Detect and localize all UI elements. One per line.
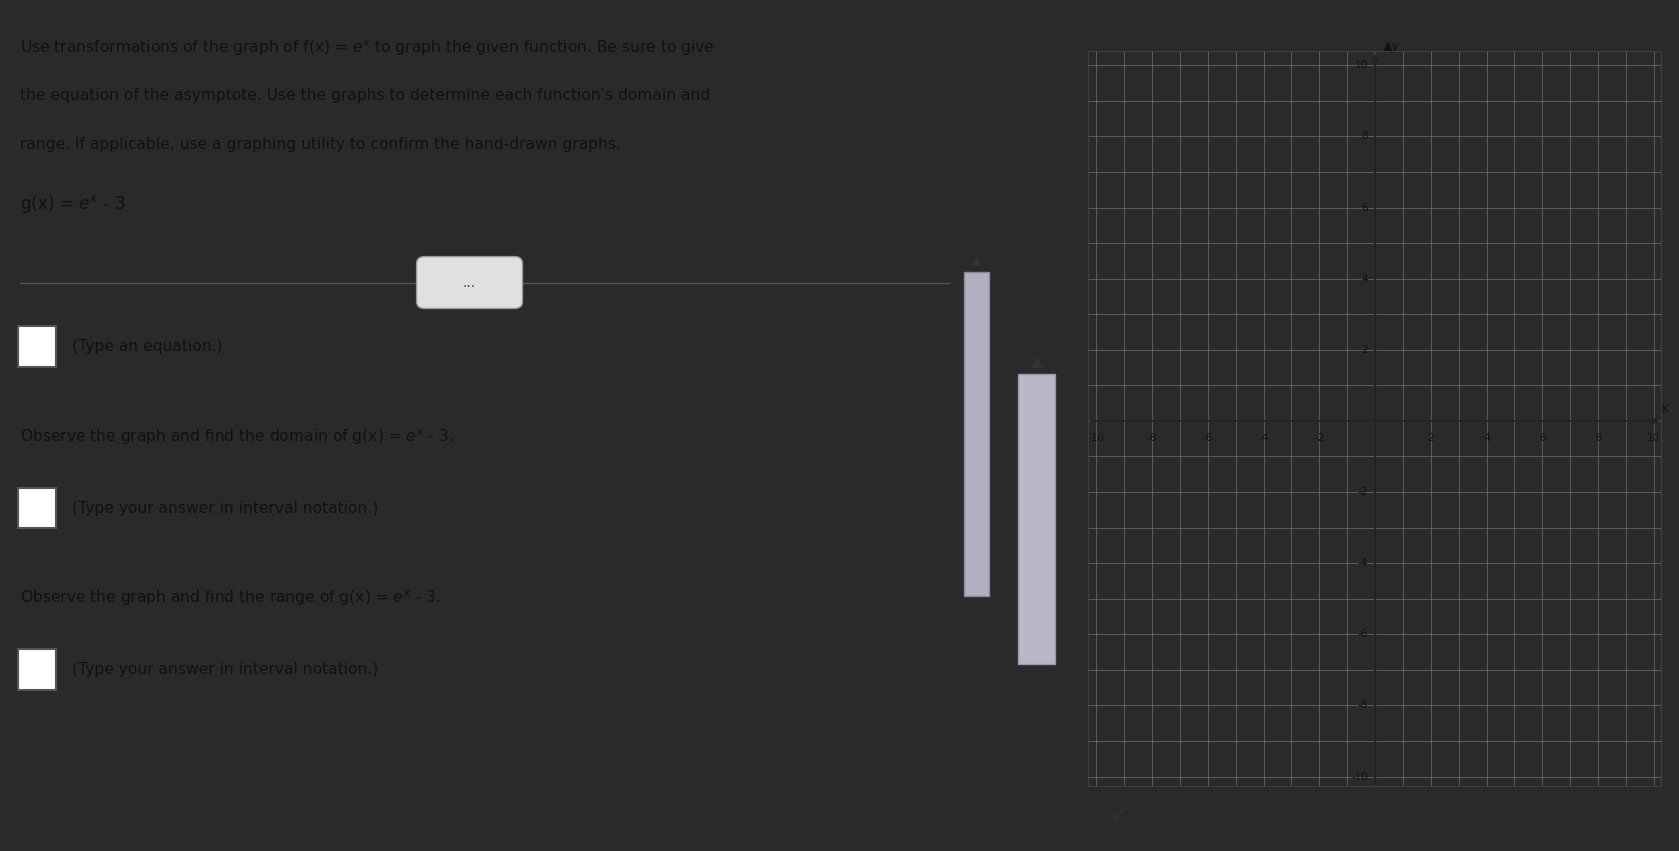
Text: 6: 6 — [1540, 433, 1546, 443]
Text: -10: -10 — [1088, 433, 1105, 443]
Text: 4: 4 — [1362, 274, 1368, 283]
Text: ⋮: ⋮ — [1029, 520, 1044, 535]
Text: 10: 10 — [1355, 60, 1368, 71]
FancyBboxPatch shape — [964, 272, 989, 596]
Text: -2: -2 — [1315, 433, 1325, 443]
FancyBboxPatch shape — [18, 326, 55, 367]
Text: ▲: ▲ — [972, 253, 981, 266]
Text: ▲y: ▲y — [1383, 40, 1400, 53]
Text: -6: -6 — [1358, 629, 1368, 639]
Text: ▲: ▲ — [1031, 354, 1043, 369]
Text: 8: 8 — [1362, 131, 1368, 141]
Text: -8: -8 — [1358, 700, 1368, 711]
Text: -4: -4 — [1259, 433, 1269, 443]
Text: range. If applicable, use a graphing utility to confirm the hand-drawn graphs.: range. If applicable, use a graphing uti… — [20, 137, 621, 152]
Text: Use transformations of the graph of f(x) = $e^x$ to graph the given function. Be: Use transformations of the graph of f(x)… — [20, 38, 715, 58]
Text: 6: 6 — [1362, 203, 1368, 213]
Text: g(x) = $e^x$ - 3: g(x) = $e^x$ - 3 — [20, 193, 126, 215]
Text: -2: -2 — [1358, 487, 1368, 497]
Text: -4: -4 — [1358, 558, 1368, 568]
Text: x: x — [1661, 402, 1669, 415]
FancyBboxPatch shape — [18, 488, 55, 528]
Text: 8: 8 — [1595, 433, 1602, 443]
Text: (Type your answer in interval notation.): (Type your answer in interval notation.) — [72, 500, 378, 516]
Text: (Type an equation.): (Type an equation.) — [72, 339, 222, 354]
Text: -10: -10 — [1352, 772, 1368, 781]
Text: 10: 10 — [1647, 433, 1661, 443]
Text: 2: 2 — [1427, 433, 1434, 443]
FancyBboxPatch shape — [18, 649, 55, 690]
Text: (Type your answer in interval notation.): (Type your answer in interval notation.) — [72, 662, 378, 677]
Text: Observe the graph and find the domain of g(x) = $e^x$ - 3.: Observe the graph and find the domain of… — [20, 427, 453, 447]
Text: ...: ... — [463, 276, 477, 289]
Text: the equation of the asymptote. Use the graphs to determine each function's domai: the equation of the asymptote. Use the g… — [20, 88, 710, 103]
Text: -6: -6 — [1202, 433, 1212, 443]
Text: -8: -8 — [1147, 433, 1157, 443]
FancyBboxPatch shape — [1017, 374, 1056, 664]
Text: 4: 4 — [1483, 433, 1489, 443]
Text: Observe the graph and find the range of g(x) = $e^x$ - 3.: Observe the graph and find the range of … — [20, 589, 440, 608]
FancyBboxPatch shape — [416, 257, 522, 309]
Text: ↙: ↙ — [1110, 802, 1127, 823]
Text: 2: 2 — [1362, 345, 1368, 355]
